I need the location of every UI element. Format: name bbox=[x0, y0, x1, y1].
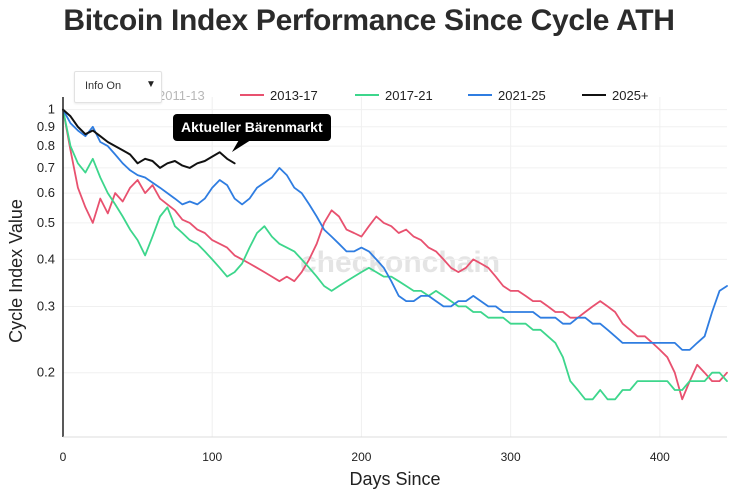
series-lines bbox=[62, 108, 728, 401]
y-axis-label: Cycle Index Value bbox=[6, 199, 26, 343]
info-toggle-dropdown[interactable]: Info On ▼ bbox=[74, 71, 162, 103]
series-line-2017-21 bbox=[62, 108, 728, 401]
legend-item-2011-13: 2011-13 bbox=[158, 88, 205, 103]
x-tick-label: 200 bbox=[351, 450, 371, 464]
y-tick-label: 0.9 bbox=[37, 119, 55, 134]
y-tick-label: 0.4 bbox=[37, 251, 55, 266]
chevron-down-icon: ▼ bbox=[146, 79, 156, 90]
chart-title: Bitcoin Index Performance Since Cycle AT… bbox=[63, 4, 675, 37]
legend-item-2017-21: 2017-21 bbox=[385, 88, 433, 103]
y-tick-label: 0.8 bbox=[37, 138, 55, 153]
series-line-2021-25 bbox=[62, 108, 728, 351]
x-tick-label: 400 bbox=[650, 450, 670, 464]
y-tick-label: 0.6 bbox=[37, 185, 55, 200]
legend-item-2021-25: 2021-25 bbox=[498, 88, 546, 103]
annotation-callout: Aktueller Bärenmarkt bbox=[173, 114, 331, 141]
y-tick-label: 1 bbox=[48, 102, 55, 117]
axes: 1 0.9 0.8 0.7 0.6 0.5 0.4 0.3 0.2 0 100 200 300 400 Da… bbox=[6, 97, 727, 489]
legend[interactable]: 2011-13 2013-17 2017-21 2021-25 2025+ bbox=[158, 88, 649, 103]
x-tick-label: 100 bbox=[202, 450, 222, 464]
y-tick-label: 0.5 bbox=[37, 215, 55, 230]
x-axis-label: Days Since bbox=[349, 469, 440, 489]
watermark-text: checkonchain bbox=[300, 246, 500, 279]
grid-lines: checkonchain bbox=[62, 97, 727, 437]
x-tick-label: 0 bbox=[60, 450, 67, 464]
series-line-2025+ bbox=[62, 108, 236, 169]
info-toggle-label: Info On bbox=[85, 80, 122, 92]
x-tick-label: 300 bbox=[501, 450, 521, 464]
series-line-2013-17 bbox=[62, 108, 728, 401]
y-tick-label: 0.7 bbox=[37, 160, 55, 175]
legend-item-2025+: 2025+ bbox=[612, 88, 649, 103]
y-tick-label: 0.2 bbox=[37, 365, 55, 380]
legend-item-2013-17: 2013-17 bbox=[270, 88, 318, 103]
y-tick-label: 0.3 bbox=[37, 298, 55, 313]
